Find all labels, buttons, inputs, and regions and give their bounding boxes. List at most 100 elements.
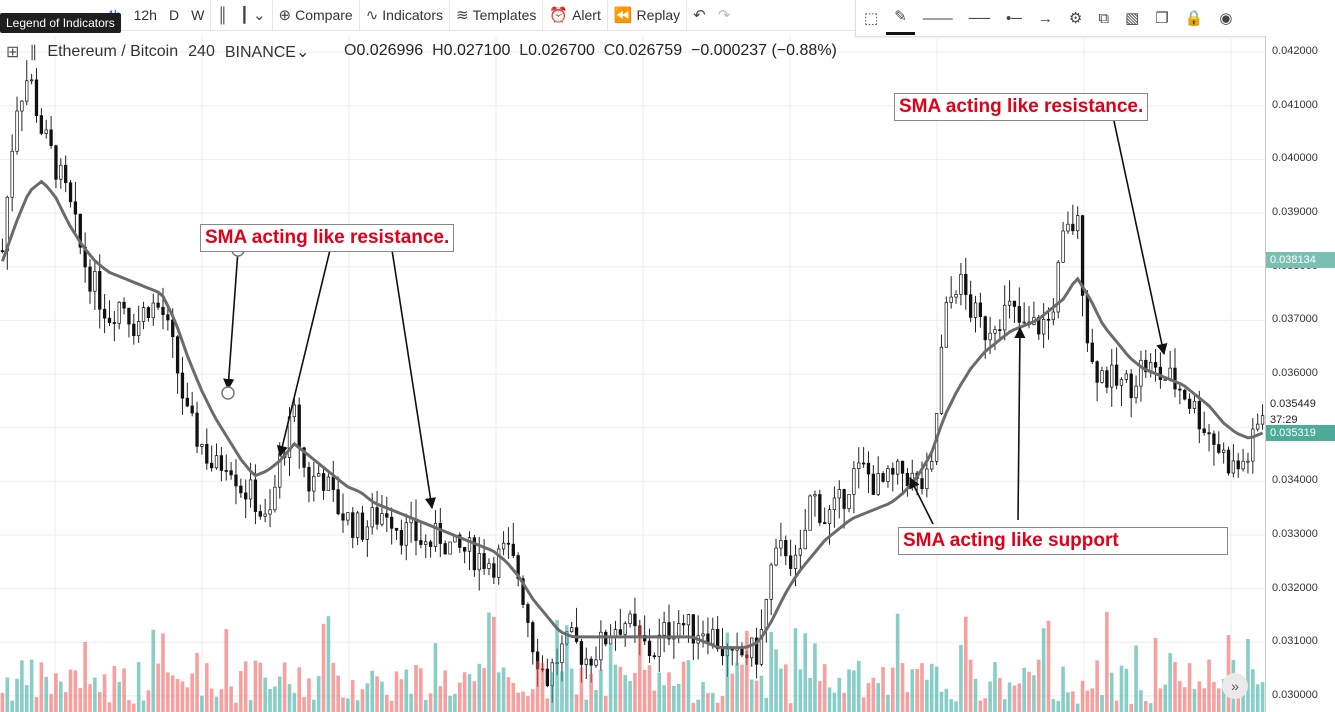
candle-body [1202,428,1206,433]
candle-body [793,554,798,569]
volume-bar [1095,660,1099,712]
candle-body [355,512,360,538]
volume-bar [1124,668,1129,712]
volume-bar [1027,671,1031,712]
settings-button[interactable]: ⚙ [1061,3,1090,33]
volume-bar [20,660,24,712]
volume-bar [681,661,686,712]
candle-body [920,478,924,490]
volume-bar [214,696,219,712]
price-axis[interactable]: 0.0420000.0410000.0400000.0390000.038000… [1265,36,1335,712]
select-tool-button[interactable]: ⬚ [856,3,886,33]
volume-bar [1100,694,1104,712]
candle-body [68,182,73,203]
candle-body [1217,444,1221,453]
candle-body [1212,433,1216,445]
volume-bar [589,673,593,712]
interval-d[interactable]: D [168,7,180,23]
candle-body [949,296,953,303]
volume-bar [535,661,540,712]
candle-body [574,627,579,642]
interval-12h[interactable]: 12h [133,7,157,23]
redo-button[interactable]: ↷ [712,0,737,30]
lock-button[interactable]: 🔒 [1177,3,1212,33]
annotation-arrow [223,249,239,391]
candle-body [365,526,369,540]
candle-body [711,629,715,645]
visibility-button[interactable]: ▧ [1117,3,1147,33]
volume-bar [195,653,199,712]
volume-bar [428,693,433,712]
volume-bar [720,696,725,712]
bar-style-button[interactable]: ║ [211,0,234,30]
volume-bar [740,664,744,712]
undo-button[interactable]: ↶ [687,0,712,30]
volume-bar [1046,620,1051,712]
candle-body [380,513,384,525]
candle-body [1100,370,1104,383]
volume-bar [1061,666,1065,712]
symbol-name[interactable]: Ethereum / Bitcoin [47,43,179,60]
candle-body [44,129,48,134]
line-style-endpoints[interactable]: •─ [998,3,1030,33]
templates-button[interactable]: ≋ Templates [455,6,537,24]
compare-button[interactable]: ⊕ Compare [278,6,353,24]
volume-bar [141,700,146,712]
volume-bar [39,662,44,712]
candle-body [200,443,204,447]
lock-drawing-button[interactable]: ⧉ [1090,3,1117,33]
line-style-thin[interactable]: ── [961,3,998,33]
volume-bar [331,662,336,712]
solid-line-icon: —— [922,9,953,27]
price-chart[interactable] [0,36,1265,712]
indicators-button[interactable]: ∿ Indicators [365,6,443,24]
volume-bar [161,633,165,712]
candle-style-button[interactable]: ┃ ⌄ [234,0,272,30]
clone-button[interactable]: ❐ [1147,3,1176,33]
volume-bar [287,684,292,712]
high-value: 0.027100 [443,42,511,59]
replay-button[interactable]: ⏪ Replay [613,6,681,24]
interval-w[interactable]: W [191,7,205,23]
volume-bar [818,681,822,712]
annotation-resistance-2[interactable]: SMA acting like resistance. [894,93,1149,121]
volume-bar [560,671,564,712]
candle-body [1022,321,1026,324]
annotation-support[interactable]: SMA acting like support [898,527,1228,555]
volume-bar [204,663,209,712]
annotation-arrow [909,476,934,525]
exchange-label[interactable]: BINANCE⌄ [224,44,310,61]
volume-bar [117,682,122,712]
volume-bar [1134,645,1138,712]
candle-body [141,307,146,322]
volume-bar [1207,659,1211,712]
candle-body [857,462,861,469]
volume-bar [1041,628,1046,712]
ohlc-values: O0.026996 H0.027100 L0.026700 C0.026759 … [344,42,837,59]
candle-body [954,293,958,298]
candle-body [623,623,627,635]
volume-bar [346,698,350,712]
candle-body [886,468,890,482]
volume-bar [297,667,302,712]
candle-body [983,316,987,341]
line-style-solid[interactable]: —— [915,3,961,33]
candle-body [1139,359,1143,387]
candle-body [34,79,39,117]
brush-tool-button[interactable]: ✎ [886,2,915,35]
annotation-resistance-1[interactable]: SMA acting like resistance. [200,224,455,252]
symbol-legend[interactable]: ⊞ ∥ Ethereum / Bitcoin 240 BINANCE⌄ [6,42,309,62]
volume-bar [920,663,924,712]
candle-body [321,473,326,491]
volume-bar [355,700,360,712]
volume-bar [1143,701,1148,712]
candle-body [871,473,875,495]
hide-button[interactable]: ◉ [1211,3,1240,33]
candle-body [385,513,389,518]
alert-button[interactable]: ⏰ Alert [549,6,601,24]
candle-body [93,271,97,292]
expand-icon[interactable]: ⊞ [6,44,20,61]
volume-bar [530,689,535,712]
scroll-right-button[interactable]: » [1222,673,1248,699]
line-style-arrow[interactable]: → [1030,3,1061,33]
